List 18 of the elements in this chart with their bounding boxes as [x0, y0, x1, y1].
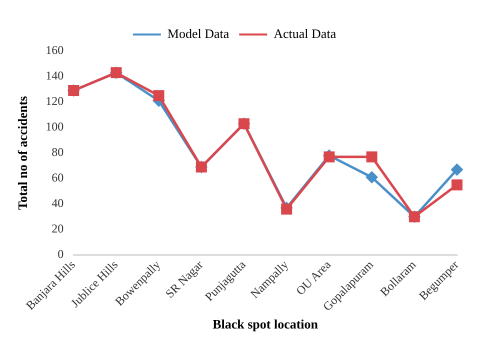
legend-label: Model Data [167, 26, 230, 41]
x-axis-title: Black spot location [212, 316, 319, 332]
legend-label: Actual Data [274, 26, 336, 41]
y-tick-label: 120 [46, 94, 64, 108]
y-tick-label: 80 [52, 145, 64, 160]
y-tick-label: 40 [52, 196, 64, 210]
y-tick-label: 60 [52, 170, 64, 185]
point [451, 164, 463, 176]
point [153, 90, 164, 102]
point [366, 172, 378, 183]
y-tick-label: 100 [46, 120, 64, 134]
y-tick-label: 160 [46, 43, 64, 58]
point [366, 151, 378, 162]
point [452, 179, 462, 190]
y-tick-label: 140 [46, 68, 64, 83]
y-tick-label: 20 [52, 222, 64, 236]
y-axis-title: Total no of accidents [15, 96, 30, 210]
y-tick-label: 0 [58, 247, 64, 262]
